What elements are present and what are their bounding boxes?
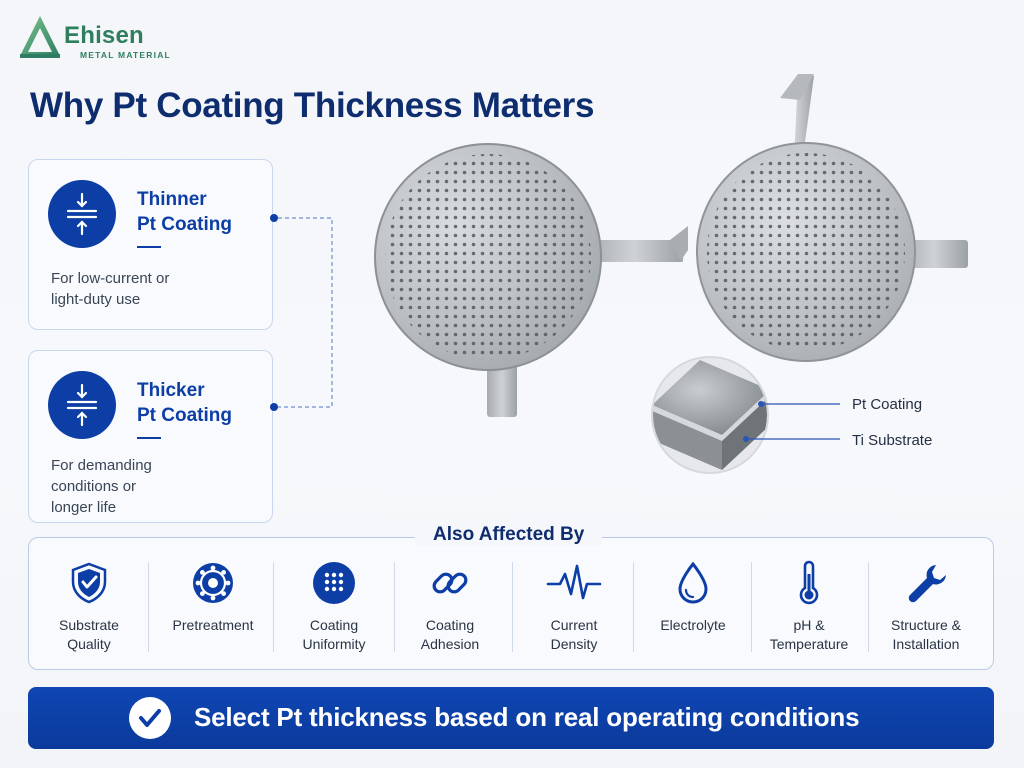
thicker-desc-line3: longer life [51, 499, 117, 516]
expand-arrows-icon [48, 371, 116, 439]
checkmark-icon [129, 697, 171, 739]
pulse-wave-icon [546, 564, 602, 600]
compress-arrows-icon [48, 180, 116, 248]
factor-label: Pretreatment [163, 616, 263, 635]
dot-grid-icon [313, 562, 355, 604]
chain-link-icon [432, 572, 468, 594]
factor-divider [148, 562, 149, 652]
factor-label: Coating Uniformity [289, 616, 379, 654]
electrode-product-image [374, 74, 968, 474]
cta-banner: Select Pt thickness based on real operat… [28, 687, 994, 749]
factor-label-line2: Quality [67, 636, 111, 652]
factor-label: Electrolyte [647, 616, 739, 635]
factor-structure-installation: Structure & Installation [880, 560, 972, 660]
thicker-coating-card: Thicker Pt Coating For demanding conditi… [28, 350, 273, 523]
page-title: Why Pt Coating Thickness Matters [30, 86, 595, 125]
thinner-coating-card: Thinner Pt Coating For low-current or li… [28, 159, 273, 330]
factor-label-line1: Substrate [59, 617, 119, 633]
factor-label-line2: Uniformity [302, 636, 366, 652]
factor-divider [633, 562, 634, 652]
thicker-description: For demanding conditions or longer life [51, 455, 251, 518]
factor-pretreatment: Pretreatment [163, 560, 263, 660]
thinner-heading-line2: Pt Coating [137, 214, 232, 235]
thinner-desc-line1: For low-current or [51, 270, 170, 287]
heading-underline [137, 246, 161, 248]
droplet-icon [678, 561, 708, 604]
thicker-heading-line1: Thicker [137, 380, 205, 401]
factor-label-line1: Coating [309, 617, 359, 633]
factor-label: Substrate Quality [44, 616, 134, 654]
wrench-icon [908, 565, 946, 603]
brand-tagline: METAL MATERIAL [80, 50, 171, 60]
factor-label-line1: Current [550, 617, 598, 633]
ti-substrate-label: Ti Substrate [852, 432, 933, 449]
also-affected-title: Also Affected By [415, 524, 603, 546]
factor-current-density: Current Density [529, 560, 619, 660]
factor-divider [394, 562, 395, 652]
factor-label-line2: Temperature [769, 636, 849, 652]
triangle-logo-icon [20, 16, 60, 58]
brand-name: Ehisen [64, 22, 144, 49]
factor-label-line2: Installation [892, 636, 960, 652]
thermometer-icon [799, 560, 819, 605]
factor-coating-uniformity: Coating Uniformity [289, 560, 379, 660]
factor-ph-temperature: pH & Temperature [763, 560, 855, 660]
factor-divider [273, 562, 274, 652]
thinner-heading-line1: Thinner [137, 189, 207, 210]
shield-check-icon [71, 562, 107, 604]
gear-circle-icon [193, 563, 233, 603]
thinner-desc-line2: light-duty use [51, 291, 141, 308]
factor-coating-adhesion: Coating Adhesion [405, 560, 495, 660]
factor-substrate-quality: Substrate Quality [44, 560, 134, 660]
factor-label-line1: Pretreatment [172, 617, 254, 633]
factor-divider [868, 562, 869, 652]
factor-divider [512, 562, 513, 652]
thinner-heading: Thinner Pt Coating [137, 187, 232, 237]
factor-divider [751, 562, 752, 652]
thinner-description: For low-current or light-duty use [51, 268, 251, 310]
brand-logo: Ehisen METAL MATERIAL [18, 14, 178, 64]
factor-label-line2: Adhesion [420, 636, 480, 652]
factor-label-line1: pH & [793, 617, 825, 633]
factor-label-line1: Structure & [890, 617, 962, 633]
factor-label-line2: Density [550, 636, 598, 652]
factor-label: Coating Adhesion [405, 616, 495, 654]
thicker-desc-line1: For demanding [51, 457, 152, 474]
thicker-desc-line2: conditions or [51, 478, 137, 495]
factor-electrolyte: Electrolyte [647, 560, 739, 660]
heading-underline [137, 437, 161, 439]
factor-label: pH & Temperature [763, 616, 855, 654]
factor-label-line1: Electrolyte [660, 617, 726, 633]
thicker-heading: Thicker Pt Coating [137, 378, 232, 428]
pt-coating-label: Pt Coating [852, 396, 923, 413]
factor-label: Structure & Installation [880, 616, 972, 654]
cta-text: Select Pt thickness based on real operat… [194, 702, 860, 732]
thicker-heading-line2: Pt Coating [137, 405, 232, 426]
factor-label: Current Density [529, 616, 619, 654]
factor-label-line1: Coating [425, 617, 475, 633]
